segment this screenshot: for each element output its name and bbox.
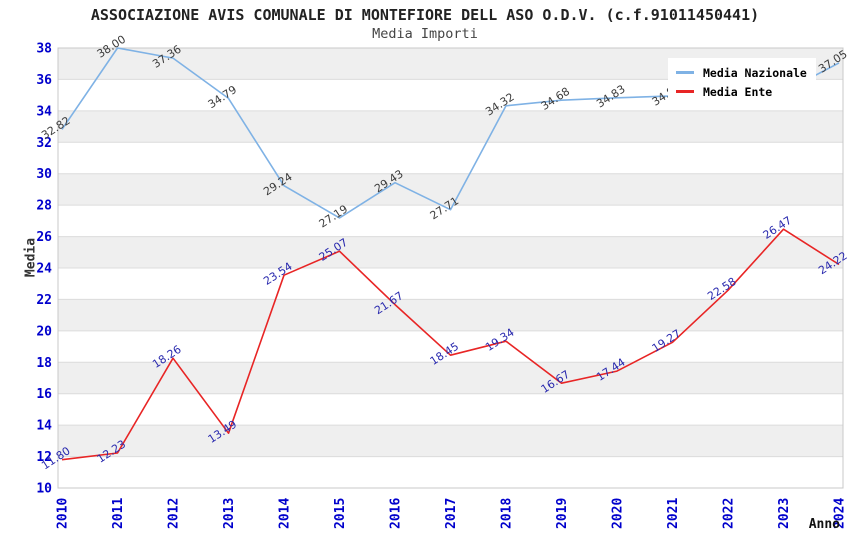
legend-item-media-ente: Media Ente: [676, 82, 816, 101]
x-tick-label: 2014: [278, 498, 293, 529]
x-tick-label: 2024: [833, 498, 848, 529]
chart-title: ASSOCIAZIONE AVIS COMUNALE DI MONTEFIORE…: [90, 6, 760, 24]
x-axis-title: Anno: [808, 517, 840, 532]
y-tick-label: 36: [36, 73, 52, 88]
y-tick-label: 32: [36, 136, 52, 151]
y-tick-label: 38: [36, 42, 52, 57]
plot-band: [58, 173, 843, 206]
plot-band: [58, 393, 843, 426]
legend-label-media-nazionale: Media Nazionale: [703, 65, 807, 80]
plot-band: [58, 456, 843, 488]
plot-band: [58, 299, 843, 331]
x-tick-label: 2016: [389, 498, 404, 529]
y-tick-label: 14: [36, 419, 52, 434]
plot-band: [58, 110, 843, 143]
y-tick-label: 18: [36, 356, 52, 371]
y-tick-label: 26: [36, 230, 52, 245]
plot-band: [58, 330, 843, 363]
y-tick-label: 10: [36, 482, 52, 497]
series-line-media-ente: [61, 228, 840, 461]
y-tick-label: 34: [36, 104, 52, 119]
y-tick-label: 20: [36, 324, 52, 339]
y-tick-label: 12: [36, 450, 52, 465]
x-tick-label: 2020: [611, 498, 626, 529]
x-tick-label: 2012: [167, 498, 182, 529]
x-tick-label: 2023: [777, 498, 792, 529]
y-axis-title: Media: [23, 237, 39, 278]
legend: Media Nazionale Media Ente: [668, 58, 816, 106]
media-ente-line-swatch: [676, 90, 694, 93]
y-tick-label: 22: [36, 293, 52, 308]
chart-subtitle: Media Importi: [372, 26, 478, 42]
legend-item-media-nazionale: Media Nazionale: [676, 63, 816, 82]
y-tick-label: 16: [36, 387, 52, 402]
x-tick-label: 2018: [500, 498, 515, 529]
legend-label-media-ente: Media Ente: [703, 84, 773, 99]
x-tick-label: 2019: [555, 498, 570, 529]
plot-band: [58, 268, 843, 300]
plot-band: [58, 142, 843, 174]
x-tick-label: 2022: [722, 498, 737, 529]
x-tick-label: 2013: [222, 498, 237, 529]
y-tick-label: 24: [36, 262, 52, 277]
plot-band: [58, 425, 843, 457]
media-nazionale-line-swatch: [676, 71, 694, 74]
x-tick-label: 2011: [111, 498, 126, 529]
x-tick-label: 2021: [666, 498, 681, 529]
plot-border: [57, 47, 844, 489]
plot-band: [58, 362, 843, 394]
plot-band: [58, 236, 843, 268]
x-tick-label: 2017: [444, 498, 459, 529]
y-tick-label: 30: [36, 167, 52, 182]
x-tick-label: 2015: [333, 498, 348, 529]
x-tick-label: 2010: [56, 498, 71, 529]
y-tick-label: 28: [36, 199, 52, 214]
